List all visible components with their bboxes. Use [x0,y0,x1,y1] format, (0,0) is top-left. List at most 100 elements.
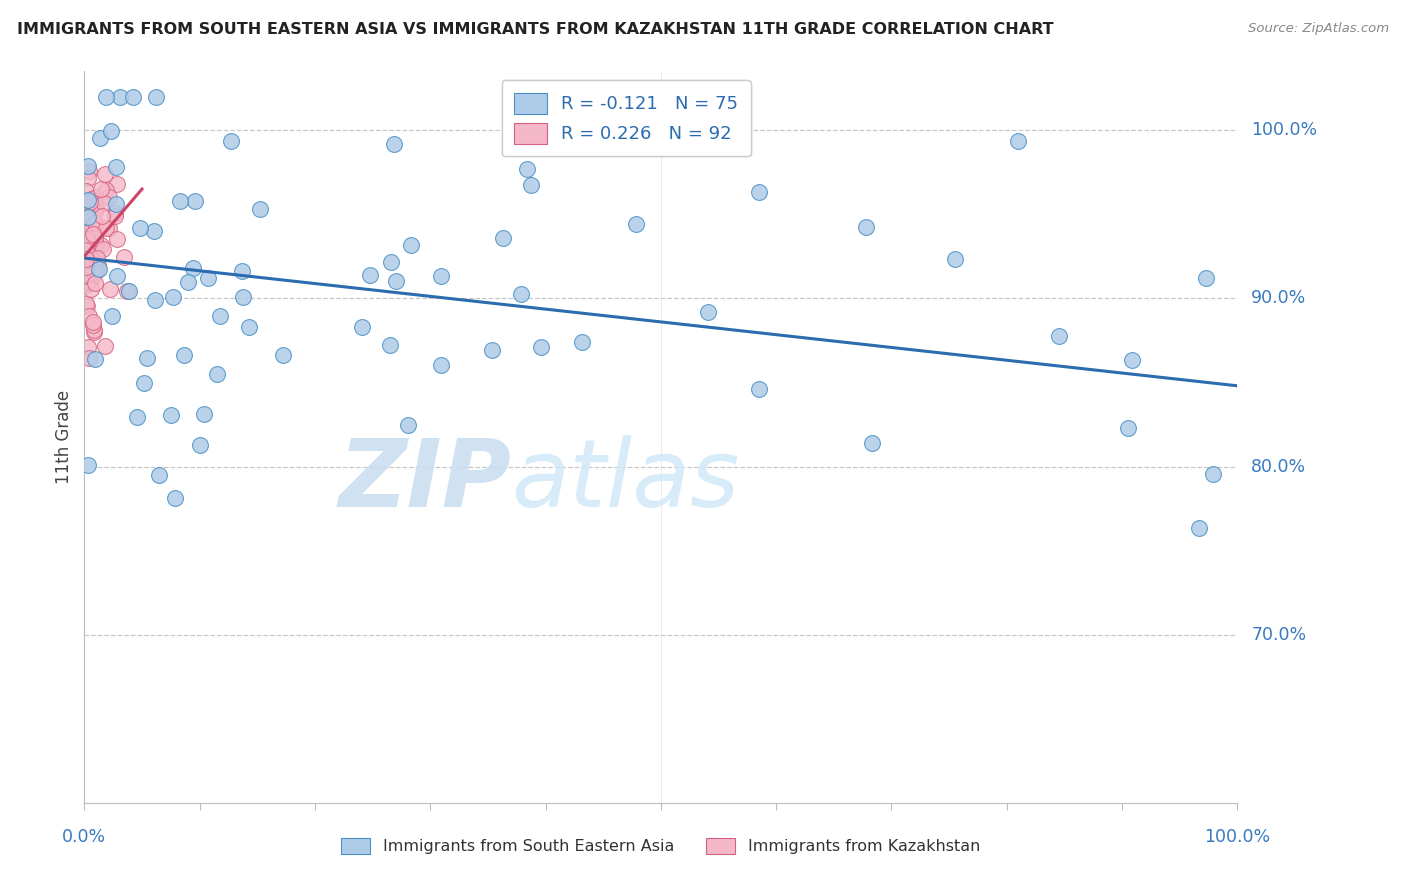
Point [145,89,167,103]
Point [401,237,423,252]
Point [75,297,97,311]
Point [76,274,98,288]
Point [80,192,103,206]
Point [1007,134,1029,148]
Point [117,284,139,298]
Point [143,224,166,238]
Point [91,209,114,223]
Point [87,261,110,276]
Point [105,232,128,246]
Point [76,253,98,268]
Point [193,407,215,421]
Point [76,268,98,283]
Point [94,167,117,181]
Point [82,227,104,241]
Point [77,248,100,262]
Point [184,194,207,208]
Point [143,293,166,308]
Point [76,210,98,224]
Point [509,286,531,301]
Point [135,351,157,365]
Text: IMMIGRANTS FROM SOUTH EASTERN ASIA VS IMMIGRANTS FROM KAZAKHSTAN 11TH GRADE CORR: IMMIGRANTS FROM SOUTH EASTERN ASIA VS IM… [17,22,1053,37]
Point [84,277,107,291]
Point [84,238,107,252]
Point [83,326,105,340]
Point [77,193,100,207]
Point [181,261,204,276]
Point [96,89,118,103]
Point [76,300,98,314]
Point [76,230,98,244]
Point [75,244,97,258]
Point [82,219,104,234]
Point [75,227,97,241]
Point [855,220,877,235]
Point [860,435,883,450]
Point [105,197,128,211]
Point [86,251,108,265]
Point [76,194,98,209]
Point [83,266,105,280]
Point [129,221,152,235]
Point [232,290,254,304]
Point [231,264,253,278]
Point [249,202,271,216]
Point [626,218,648,232]
Point [205,368,228,382]
Point [84,231,107,245]
Point [177,275,200,289]
Point [98,282,121,296]
Text: 0.0%: 0.0% [62,828,107,846]
Point [86,240,108,254]
Point [132,376,155,391]
Point [83,248,105,262]
Point [76,340,98,354]
Point [516,161,538,176]
Point [84,203,107,218]
Point [118,284,141,298]
Point [75,257,97,271]
Point [352,320,374,334]
Point [87,258,110,272]
Point [84,237,107,252]
Point [79,219,101,234]
Point [75,247,97,261]
Point [238,319,260,334]
Point [83,263,105,277]
Point [82,318,104,332]
Point [80,237,103,252]
Point [75,277,97,291]
Point [697,304,720,318]
Point [76,268,98,282]
Point [359,268,381,282]
Text: Source: ZipAtlas.com: Source: ZipAtlas.com [1249,22,1389,36]
Point [169,194,191,208]
Point [94,182,117,196]
Point [100,123,122,137]
Point [80,247,103,261]
Point [530,340,553,354]
Point [75,232,97,246]
Point [76,159,98,173]
Point [105,160,128,174]
Point [430,359,453,373]
Point [385,274,408,288]
Point [75,200,97,214]
Point [82,212,104,227]
Point [108,89,131,103]
Point [1121,352,1143,367]
Point [76,458,98,472]
Point [378,338,401,352]
Point [96,221,118,235]
Point [84,201,107,215]
Point [86,219,108,234]
Point [1047,329,1070,343]
Point [173,348,195,362]
Point [83,232,105,246]
Point [208,309,231,323]
Point [91,242,114,256]
Point [76,171,98,186]
Point [80,217,103,231]
Text: 80.0%: 80.0% [1251,458,1306,475]
Point [77,163,100,178]
